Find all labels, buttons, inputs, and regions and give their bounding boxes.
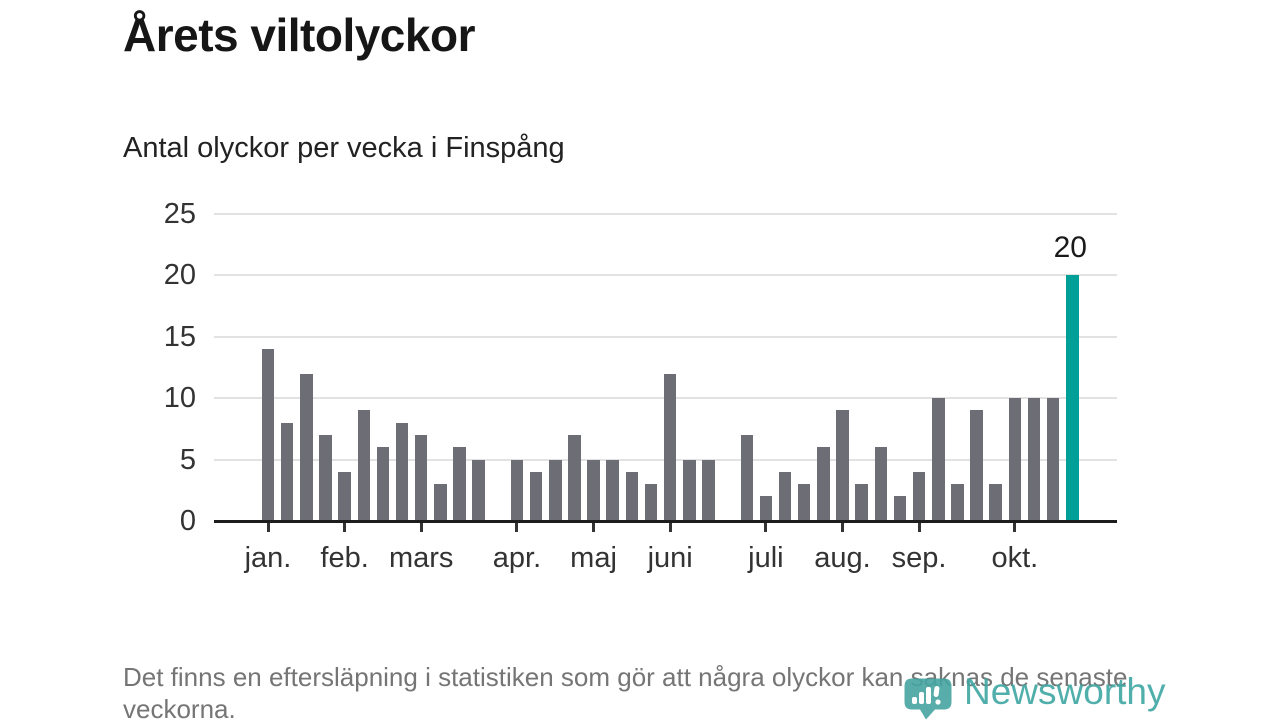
bar-week-21 <box>644 484 658 521</box>
x-axis-tick-juni <box>668 523 672 532</box>
bar-week-31 <box>836 410 849 521</box>
bar-week-18 <box>587 459 600 521</box>
bar-week-34 <box>893 496 907 521</box>
bar-week-43 <box>1066 275 1079 521</box>
newsworthy-pin-icon <box>904 678 952 720</box>
y-axis-label-10: 10 <box>163 382 196 415</box>
newsworthy-logo-text: Newsworthy <box>964 671 1166 712</box>
footnote: Det finns en eftersläpning i statistiken… <box>123 662 1128 724</box>
x-axis-tick-feb <box>343 523 347 532</box>
bar-week-1 <box>261 349 275 521</box>
bar-week-11 <box>453 447 466 521</box>
bar-week-36 <box>932 398 945 521</box>
bar-week-33 <box>874 447 888 521</box>
x-axis-label-feb: feb. <box>320 542 369 574</box>
bar-week-14 <box>510 459 524 521</box>
x-axis-label-okt: okt. <box>991 542 1039 574</box>
y-axis-label-0: 0 <box>179 505 196 537</box>
bar-week-3 <box>300 373 313 521</box>
x-axis-label-sep: sep. <box>891 542 947 574</box>
x-axis-label-mars: mars <box>388 542 454 574</box>
x-axis-tick-aug <box>841 523 844 532</box>
gridline-15 <box>214 335 1117 338</box>
bar-week-28 <box>778 471 792 521</box>
page-title: Årets viltolyckor <box>123 9 475 61</box>
bar-week-30 <box>817 447 830 521</box>
bar-week-5 <box>338 471 351 521</box>
bar-week-4 <box>319 435 332 521</box>
bar-week-22 <box>663 373 677 521</box>
gridline-20 <box>214 274 1117 277</box>
x-axis-label-maj: maj <box>570 542 617 574</box>
bar-week-24 <box>702 459 715 521</box>
x-axis-tick-maj <box>592 523 596 532</box>
bar-week-16 <box>549 459 562 521</box>
bar-week-32 <box>855 484 868 521</box>
bar-week-2 <box>280 422 294 521</box>
x-axis-line <box>214 520 1117 523</box>
highlight-value-label: 20 <box>1053 231 1087 264</box>
bar-week-23 <box>683 459 696 521</box>
bar-week-41 <box>1027 398 1041 521</box>
bar-week-35 <box>912 471 926 521</box>
bar-week-12 <box>472 459 485 521</box>
x-axis-tick-mars <box>419 523 423 532</box>
chart-subtitle: Antal olyckor per vecka i Finspång <box>123 132 565 164</box>
bar-week-37 <box>951 484 964 521</box>
bar-week-27 <box>759 496 773 521</box>
x-axis-label-aug: aug. <box>814 542 871 574</box>
y-axis-label-25: 25 <box>163 198 196 230</box>
bar-week-38 <box>970 410 983 521</box>
x-axis-tick-juli <box>764 523 768 532</box>
x-axis-label-jan: jan. <box>244 542 292 574</box>
x-axis-label-juli: juli <box>748 542 784 574</box>
x-axis-label-juni: juni <box>647 542 693 574</box>
x-axis-tick-jan <box>266 523 270 532</box>
y-axis-label-15: 15 <box>163 320 196 353</box>
newsworthy-logo: Newsworthy <box>903 664 1166 720</box>
y-axis-label-20: 20 <box>163 259 196 292</box>
bar-week-19 <box>606 459 619 521</box>
bar-week-8 <box>395 422 409 521</box>
bar-week-39 <box>989 484 1002 521</box>
x-axis-tick-apr <box>515 523 519 532</box>
y-axis-label-5: 5 <box>179 443 196 476</box>
bar-week-29 <box>797 484 811 521</box>
gridline-25 <box>214 213 1117 215</box>
bar-week-15 <box>529 471 543 521</box>
bar-week-42 <box>1046 398 1060 521</box>
bar-week-9 <box>414 435 428 521</box>
x-axis-label-apr: apr. <box>492 542 542 574</box>
bar-week-40 <box>1008 398 1022 521</box>
x-axis-tick-sep <box>917 523 921 532</box>
bar-week-10 <box>434 484 447 521</box>
bar-week-26 <box>740 435 753 521</box>
bar-week-20 <box>625 471 639 521</box>
bar-week-6 <box>357 410 370 521</box>
bar-week-17 <box>568 435 581 521</box>
x-axis-tick-okt <box>1013 523 1017 532</box>
bar-week-7 <box>376 447 390 521</box>
